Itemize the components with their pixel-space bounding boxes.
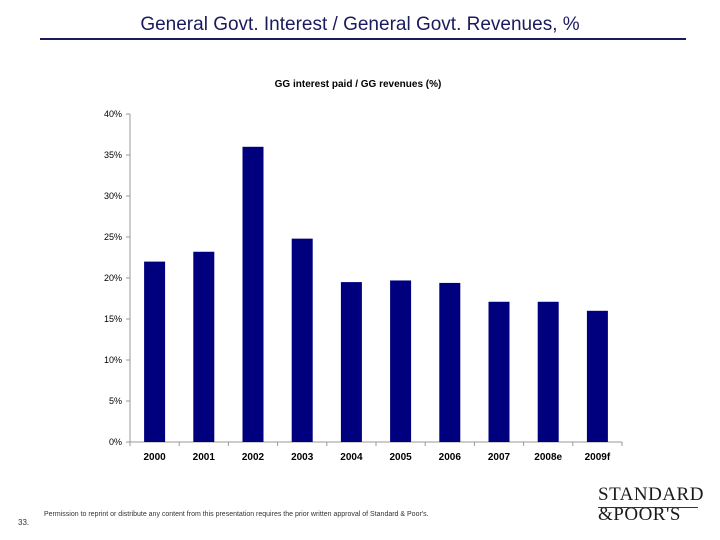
x-tick-label: 2004 — [340, 452, 363, 463]
bar-2008e — [537, 301, 559, 442]
logo-line-1: STANDARD — [598, 484, 704, 505]
permission-note: Permission to reprint or distribute any … — [44, 511, 429, 518]
x-tick-label: 2009f — [585, 452, 611, 463]
y-tick-label: 20% — [104, 273, 122, 283]
x-tick-label: 2006 — [439, 452, 462, 463]
bar-2006 — [439, 282, 461, 442]
y-tick-label: 25% — [104, 232, 122, 242]
x-tick-label: 2002 — [242, 452, 265, 463]
x-tick-label: 2008e — [534, 452, 562, 463]
logo-line-2: &POOR'S — [598, 504, 681, 525]
y-tick-label: 40% — [104, 109, 122, 119]
page-number: 33. — [18, 518, 30, 527]
bar-2007 — [488, 301, 510, 442]
x-tick-label: 2003 — [291, 452, 314, 463]
chart-title: GG interest paid / GG revenues (%) — [275, 79, 442, 90]
x-tick-label: 2005 — [389, 452, 412, 463]
bar-2009f — [586, 310, 608, 442]
x-tick-label: 2000 — [143, 452, 166, 463]
standard-and-poors-logo: STANDARD &POOR'S — [598, 485, 708, 525]
bar-2002 — [242, 146, 264, 443]
logo-divider — [598, 507, 698, 508]
y-tick-label: 5% — [109, 396, 122, 406]
x-tick-label: 2007 — [488, 452, 511, 463]
bar-2003 — [291, 238, 313, 442]
y-tick-label: 30% — [104, 191, 122, 201]
slide-title: General Govt. Interest / General Govt. R… — [140, 14, 580, 35]
title-rule — [40, 38, 686, 40]
bar-2005 — [390, 280, 412, 442]
y-tick-label: 0% — [109, 437, 122, 447]
y-tick-label: 10% — [104, 355, 122, 365]
bar-2000 — [144, 261, 166, 442]
bar-2004 — [340, 282, 362, 442]
bar-2001 — [193, 251, 215, 442]
y-tick-label: 35% — [104, 150, 122, 160]
y-tick-label: 15% — [104, 314, 122, 324]
x-tick-label: 2001 — [193, 452, 216, 463]
